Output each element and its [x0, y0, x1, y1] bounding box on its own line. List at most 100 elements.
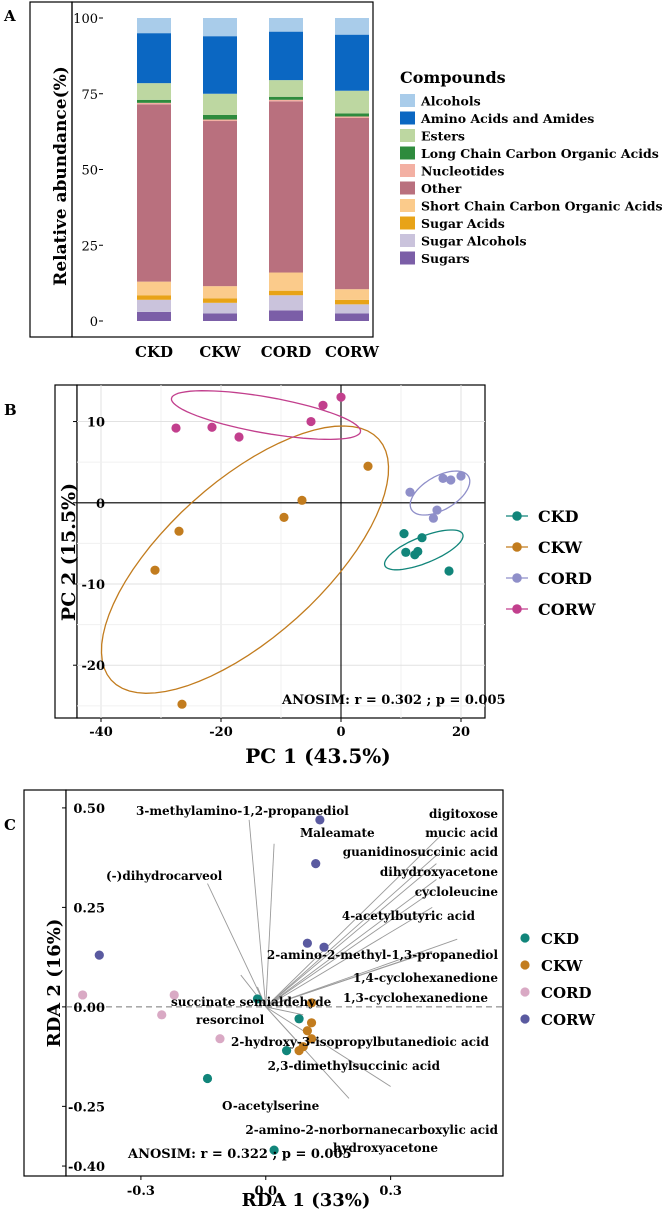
point-cord [78, 990, 88, 1000]
points-b [150, 392, 466, 709]
legend-label-esters: Esters [421, 129, 465, 144]
panel-label-b: B [4, 401, 17, 419]
point-corw [336, 392, 346, 402]
vector-label-mucic-acid: mucic acid [425, 826, 498, 840]
legend-label-cord: CORD [538, 569, 592, 588]
ylabel-b: PC 2 (15.5%) [58, 483, 80, 621]
bar-segment-sugars [335, 313, 369, 321]
vector-hydroxyacetone [265, 1006, 350, 1099]
legend-label-ckw: CKW [541, 957, 583, 975]
xtick-label-b: -20 [209, 725, 233, 740]
vector-label-hydroxyacetone: hydroxyacetone [333, 1141, 439, 1155]
point-corw [306, 416, 316, 427]
legend-label-other: Other [421, 181, 462, 196]
point-corw [319, 942, 329, 952]
bar-segment-other [203, 121, 237, 287]
ytick-label-a: 100 [73, 12, 98, 27]
legend-label-sugar-alcohols: Sugar Alcohols [421, 234, 527, 249]
panel-b: ANOSIM: r = 0.302 ; p = 0.005 -40 -20 0 20-… [54, 384, 597, 768]
vector-labels-c: 3-methylamino-1,2-propanediol Maleamate (-… [106, 804, 499, 1155]
bar-segment-alcohols [203, 18, 237, 37]
grid-b [77, 385, 485, 718]
bar-segment-other [335, 117, 369, 290]
point-corw [311, 859, 321, 869]
legend-label-nucleotides: Nucleotides [421, 164, 504, 179]
legend-title-a: Compounds [400, 68, 506, 87]
legend-swatch-short-chain-carbon-organic-acids [400, 199, 415, 212]
legend-label-short-chain-carbon-organic-acids: Short Chain Carbon Organic Acids [421, 199, 663, 214]
vector-dihydrocarveol [207, 883, 267, 1008]
bar-segment-sugar-alcohols [137, 299, 171, 312]
point-corw [315, 815, 325, 825]
point-ckd [202, 1073, 213, 1084]
legend-swatch-other [400, 181, 415, 195]
legend-c: CKD CKW CORD CORW [520, 930, 596, 1029]
ellipse-corw [170, 390, 362, 441]
bar-segment-nucleotides [269, 99, 303, 102]
point-ckw [306, 1018, 317, 1028]
xticks-a: CKD CKW CORD CORW [135, 343, 380, 361]
ytick-label-a: 0 [90, 315, 98, 330]
ellipse-ckw [100, 425, 390, 694]
vector-label-1-3-cyclohexanedione: 1,3-cyclohexanedione [343, 991, 488, 1005]
bar-segment-esters [137, 83, 171, 100]
ytick-label-a: 25 [81, 239, 98, 254]
legend-swatch-sugar-alcohols [400, 234, 415, 247]
ytick-label-c: 0.50 [73, 802, 105, 817]
point-cord [432, 505, 442, 515]
bar-segment-sugar-alcohols [269, 295, 303, 311]
xtick-label-c: 0.3 [379, 1184, 402, 1199]
vector-label-3-methylamino-1-2-propanediol: 3-methylamino-1,2-propanediol [136, 804, 349, 818]
legend-marker-cord [512, 573, 522, 583]
bar-segment-esters [203, 93, 237, 115]
vector-dihydroxyacetone [265, 879, 437, 1008]
legend-label-corw: CORW [541, 1011, 596, 1029]
bar-segment-sugar-alcohols [203, 302, 237, 314]
vector-label-2-3-dimethylsuccinic-acid: 2,3-dimethylsuccinic acid [268, 1059, 441, 1073]
legend-label-long-chain-carbon-organic-acids: Long Chain Carbon Organic Acids [421, 146, 659, 161]
bar-segment-short-chain-carbon-organic-acids [269, 272, 303, 291]
legend-label-ckd: CKD [541, 930, 579, 948]
bar-segment-short-chain-carbon-organic-acids [335, 289, 369, 300]
bar-segment-alcohols [335, 18, 369, 35]
xtick-label-c: 0.0 [254, 1184, 277, 1199]
point-ckw [297, 495, 307, 505]
point-ckd [281, 1046, 292, 1056]
point-corw [94, 950, 104, 960]
point-ckw [363, 461, 373, 471]
vector-label-cycloleucine: cycloleucine [415, 885, 499, 899]
bar-segment-short-chain-carbon-organic-acids [137, 281, 171, 296]
vector-label-digitoxose: digitoxose [429, 807, 498, 821]
vector-label-o-acetylserine: O-acetylserine [222, 1099, 320, 1113]
legend-marker-ckw [520, 960, 530, 970]
legend-swatch-amino-acids-and-amides [400, 111, 415, 125]
bar-segment-sugar-alcohols [335, 304, 369, 314]
point-ckd [417, 533, 427, 543]
bar-segment-sugar-acids [203, 298, 237, 303]
vector-guanidinosuccinic-acid [265, 863, 437, 1008]
panel-c: 3-methylamino-1,2-propanediol Maleamate (-… [23, 789, 596, 1211]
ellipses-b [100, 390, 471, 694]
legend-marker-corw [520, 1014, 530, 1024]
point-cord [456, 471, 466, 481]
point-ckd [269, 1145, 279, 1155]
point-ckd [413, 546, 423, 557]
plot-frame-c [65, 789, 504, 1177]
bar-segment-amino-acids-and-amides [269, 31, 303, 81]
bar-segment-nucleotides [335, 116, 369, 118]
vector-resorcinol [257, 986, 267, 1008]
vector-digitoxose [265, 835, 441, 1008]
point-cord [157, 1010, 167, 1020]
vector-2-3-dimethylsuccinic-acid [265, 1006, 304, 1016]
bar-segment-long-chain-carbon-organic-acids [269, 96, 303, 100]
vector-cycloleucine [265, 891, 433, 1008]
point-ckw [306, 1034, 317, 1044]
point-corw [207, 422, 217, 432]
bar-segment-long-chain-carbon-organic-acids [137, 99, 171, 103]
ytick-label-c: 0.25 [73, 901, 105, 916]
bar-segment-alcohols [269, 18, 303, 32]
point-cord [438, 473, 448, 484]
bar-segment-short-chain-carbon-organic-acids [203, 286, 237, 299]
vector-3-methylamino-1-2-propanediol [248, 819, 267, 1007]
